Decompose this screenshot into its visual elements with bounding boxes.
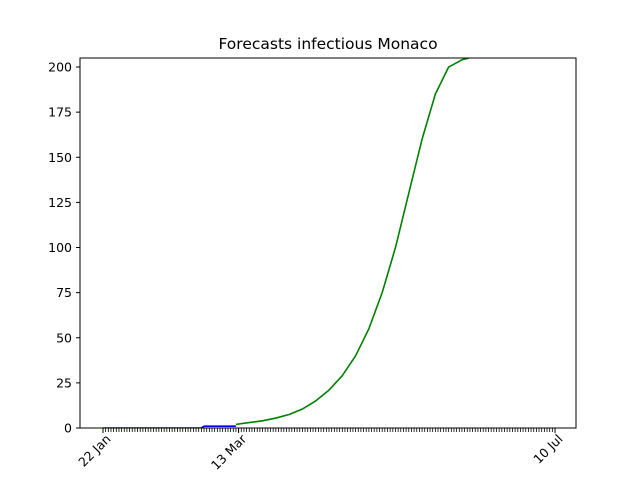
y-axis: 0 25 50 75 100 125 150 175 200 (48, 60, 80, 436)
y-tick-label: 200 (48, 60, 72, 75)
series-lines (103, 58, 470, 428)
y-tick-label: 100 (48, 240, 72, 255)
y-tick-label: 150 (48, 150, 72, 165)
y-tick-label: 50 (56, 330, 72, 345)
y-tick-label: 0 (64, 421, 72, 436)
chart-title: Forecasts infectious Monaco (218, 35, 437, 53)
y-tick-label: 75 (56, 285, 72, 300)
y-tick-label: 25 (56, 375, 72, 390)
series-line-forecast (235, 58, 470, 426)
y-tick-label: 175 (48, 105, 72, 120)
y-tick-label: 125 (48, 195, 72, 210)
series-line-observed (103, 425, 236, 428)
plot-frame (79, 57, 577, 429)
